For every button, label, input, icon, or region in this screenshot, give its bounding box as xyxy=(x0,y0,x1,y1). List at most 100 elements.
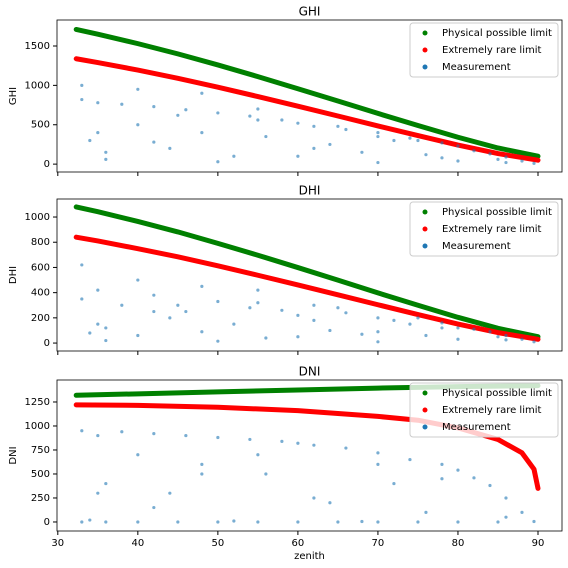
measurement-point xyxy=(504,338,508,342)
measurement-point xyxy=(456,337,460,341)
measurement-point xyxy=(96,288,100,292)
measurement-point xyxy=(176,520,180,524)
measurement-point xyxy=(408,457,412,462)
measurement-point xyxy=(120,303,124,307)
measurement-point xyxy=(328,142,332,147)
measurement-point xyxy=(472,149,476,153)
measurement-point xyxy=(328,328,332,333)
axes-frame xyxy=(56,379,563,532)
legend-marker xyxy=(422,390,428,396)
measurement-point xyxy=(520,159,524,163)
measurement-point xyxy=(200,284,204,288)
measurement-point xyxy=(280,439,284,443)
legend-marker xyxy=(422,47,428,53)
measurement-point xyxy=(200,131,204,135)
measurement-point xyxy=(184,309,188,314)
measurement-point xyxy=(296,335,300,339)
measurement-point xyxy=(232,322,236,326)
measurement-point xyxy=(472,476,476,480)
measurement-point xyxy=(104,326,108,330)
measurement-point xyxy=(136,87,140,91)
legend-marker xyxy=(422,424,428,430)
panel-title: GHI xyxy=(299,5,321,19)
measurement-point xyxy=(120,430,124,434)
measurement-point xyxy=(280,308,284,312)
legend-marker xyxy=(422,243,428,249)
measurement-point xyxy=(88,518,92,522)
measurement-point xyxy=(168,316,172,320)
measurement-point xyxy=(344,446,348,450)
measurement-point xyxy=(248,114,252,118)
y-tick-label: 250 xyxy=(31,493,50,504)
measurement-point xyxy=(312,124,316,128)
measurement-point xyxy=(96,491,100,495)
legend-box xyxy=(409,22,559,78)
measurement-point xyxy=(312,303,316,307)
measurement-point xyxy=(440,477,444,481)
legend-marker xyxy=(422,226,428,232)
measurement-point xyxy=(104,481,108,486)
legend-label: Extremely rare limit xyxy=(442,224,542,235)
measurement-point xyxy=(376,451,380,455)
measurement-point xyxy=(256,520,260,524)
measurement-point xyxy=(96,101,100,105)
measurement-point xyxy=(456,468,460,472)
measurement-point xyxy=(256,118,260,122)
legend-label: Extremely rare limit xyxy=(442,45,542,56)
measurement-point xyxy=(256,107,260,111)
measurement-point xyxy=(408,322,412,326)
measurement-point xyxy=(216,111,220,115)
measurement-point xyxy=(152,140,156,144)
y-tick-label: 500 xyxy=(31,120,50,131)
y-tick-label: 400 xyxy=(31,288,50,299)
measurement-point xyxy=(456,520,460,524)
y-axis-label: GHI xyxy=(8,87,19,105)
panel-title: DHI xyxy=(299,184,321,198)
legend-label: Extremely rare limit xyxy=(442,405,542,416)
measurement-point xyxy=(532,161,536,165)
y-tick-label: 0 xyxy=(44,338,50,349)
measurement-point xyxy=(152,505,156,510)
x-tick-label: 50 xyxy=(211,538,224,549)
axes-frame xyxy=(56,19,563,173)
measurement-point xyxy=(496,157,500,161)
y-tick-label: 0 xyxy=(44,517,50,528)
x-tick-label: 60 xyxy=(292,538,305,549)
measurement-point xyxy=(104,150,108,154)
measurement-point xyxy=(136,278,140,282)
measurement-point xyxy=(264,336,268,340)
measurement-point xyxy=(456,159,460,163)
measurement-point xyxy=(456,144,460,148)
measurement-point xyxy=(296,441,300,445)
measurement-point xyxy=(344,311,348,315)
y-tick-label: 500 xyxy=(31,469,50,480)
measurement-point xyxy=(232,154,236,158)
measurement-point xyxy=(376,131,380,135)
y-tick-label: 1250 xyxy=(25,397,50,408)
measurement-point xyxy=(440,156,444,160)
measurement-point xyxy=(200,91,204,95)
measurement-point xyxy=(312,146,316,150)
measurement-point xyxy=(336,306,340,310)
x-axis-label: zenith xyxy=(294,551,325,562)
measurement-point xyxy=(280,118,284,122)
measurement-point xyxy=(136,520,140,524)
measurement-point xyxy=(200,462,204,466)
measurement-point xyxy=(376,330,380,334)
measurement-point xyxy=(256,288,260,292)
measurement-point xyxy=(176,303,180,307)
y-tick-label: 800 xyxy=(31,237,50,248)
measurement-point xyxy=(88,138,92,143)
y-tick-label: 1000 xyxy=(25,421,50,432)
y-tick-label: 200 xyxy=(31,313,50,324)
axes-frame xyxy=(56,198,563,352)
measurement-point xyxy=(200,472,204,476)
measurement-point xyxy=(104,520,108,524)
measurement-point xyxy=(168,146,172,150)
measurement-point xyxy=(376,160,380,165)
measurement-point xyxy=(184,433,188,438)
measurement-point xyxy=(376,462,380,466)
measurement-point xyxy=(104,157,108,161)
measurement-point xyxy=(416,138,420,143)
measurement-point xyxy=(376,134,380,139)
